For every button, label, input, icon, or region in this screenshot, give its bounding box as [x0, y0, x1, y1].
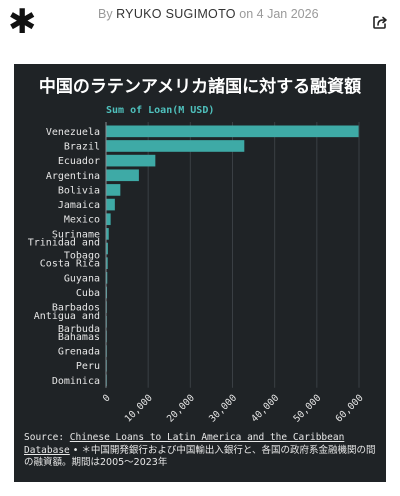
- top-bar: ✱ By RYUKO SUGIMOTO on 4 Jan 2026: [0, 0, 400, 48]
- bar: [106, 242, 108, 255]
- bar-chart: Sum of Loan(M USD) Venezuela Brazil Ecuador…: [28, 105, 366, 425]
- author-name[interactable]: RYUKO SUGIMOTO: [116, 7, 236, 21]
- bar: [106, 286, 108, 299]
- x-tick-label: 60,000: [334, 392, 366, 424]
- bar: [106, 184, 121, 196]
- category-label: Trinidad and: [28, 238, 100, 249]
- category-label: Costa Rica: [40, 259, 100, 270]
- x-tick-label: 50,000: [291, 392, 323, 424]
- category-label: Tobago: [64, 251, 100, 262]
- bar: [106, 213, 111, 226]
- bar: [106, 272, 108, 284]
- category-label: Antigua and: [34, 311, 100, 322]
- publish-date: on 4 Jan 2026: [239, 7, 319, 21]
- category-label: Cuba: [76, 288, 100, 299]
- source-label: Source:: [24, 432, 70, 443]
- x-tick-label: 10,000: [123, 392, 155, 424]
- bar: [106, 154, 156, 167]
- category-label: Bolivia: [58, 185, 100, 196]
- bar: [106, 169, 139, 182]
- category-label: Brazil: [64, 141, 100, 152]
- category-label: Suriname: [52, 229, 100, 240]
- x-tick-label: 40,000: [249, 392, 281, 424]
- category-label: Mexico: [64, 215, 100, 226]
- chart-title: 中国のラテンアメリカ諸国に対する融資額: [38, 77, 362, 97]
- legend-label: Sum of Loan(M USD): [106, 105, 214, 116]
- category-label: Jamaica: [58, 200, 100, 211]
- bar: [106, 257, 108, 269]
- category-label: Peru: [76, 361, 100, 372]
- logo-icon[interactable]: ✱: [8, 2, 37, 42]
- category-label: Ecuador: [58, 156, 100, 167]
- x-tick-label: 20,000: [165, 392, 197, 424]
- share-icon[interactable]: [368, 10, 392, 34]
- category-label: Grenada: [58, 347, 100, 358]
- category-label: Barbuda: [58, 324, 100, 335]
- bar: [106, 140, 245, 152]
- chart-footer: Source: Chinese Loans to Latin America a…: [24, 432, 380, 470]
- category-label: Barbados: [52, 303, 100, 314]
- byline: By RYUKO SUGIMOTO on 4 Jan 2026: [98, 7, 319, 21]
- bar: [106, 198, 115, 211]
- bar: [106, 228, 109, 240]
- chart-card: 中国のラテンアメリカ諸国に対する融資額 Sum of Loan(M USD) Ve…: [14, 64, 386, 482]
- footer-note: • ＊中国開発銀行および中国輸出入銀行と、各国の政府系金融機関の間の融資額。期間…: [24, 444, 376, 469]
- x-tick-label: 0: [101, 392, 113, 404]
- category-label: Bahamas: [58, 332, 100, 343]
- source-link[interactable]: Chinese Loans to Latin America and the C…: [24, 432, 345, 456]
- bar: [106, 125, 359, 138]
- category-label: Dominica: [52, 376, 100, 387]
- x-tick-label: 30,000: [207, 392, 239, 424]
- category-label: Venezuela: [46, 127, 100, 138]
- category-label: Argentina: [46, 171, 100, 182]
- category-label: Guyana: [64, 273, 100, 284]
- by-prefix: By: [98, 7, 113, 21]
